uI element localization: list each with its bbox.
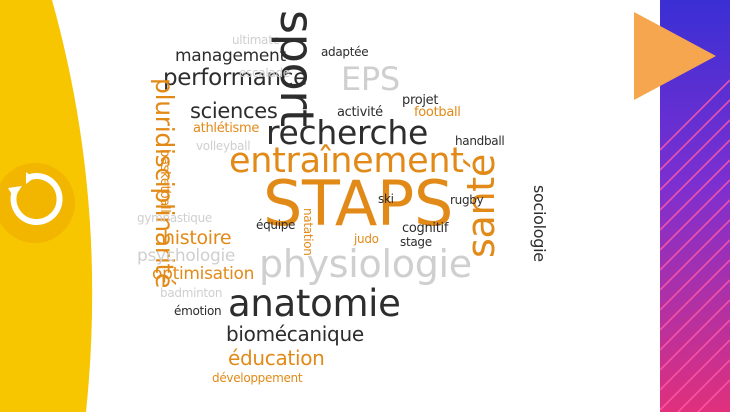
word-ski: ski	[378, 192, 394, 206]
word-basketball: basketball	[157, 149, 172, 213]
right-gradient-band	[660, 0, 730, 412]
word-projet: projet	[402, 93, 439, 108]
word-stage: stage	[400, 235, 432, 249]
word-entrainement: entraînement	[229, 141, 464, 181]
word-adaptee: adaptée	[321, 45, 369, 59]
play-icon	[634, 12, 716, 100]
word-ultimate: ultimate	[232, 33, 280, 47]
word-gymnastique: gymnastique	[137, 211, 212, 225]
word-activite: activité	[337, 105, 383, 120]
word-emotion: émotion	[174, 304, 222, 318]
word-education: éducation	[228, 346, 325, 370]
word-sociologie: sociologie	[530, 185, 549, 262]
word-psychologie: psychologie	[137, 246, 236, 266]
word-eps: EPS	[341, 60, 400, 98]
word-anatomie: anatomie	[228, 282, 401, 325]
word-performance: performance	[163, 65, 307, 91]
word-sciences: sciences	[190, 99, 278, 123]
play-button[interactable]	[628, 10, 720, 102]
word-developpement: développement	[212, 371, 303, 385]
word-biomecanique: biomécanique	[226, 322, 364, 346]
word-escalade: escalade	[239, 66, 290, 80]
word-management: management	[175, 46, 286, 66]
word-football: football	[414, 105, 461, 120]
word-rugby: rugby	[450, 193, 484, 207]
word-cognitif: cognitif	[402, 221, 449, 236]
refresh-icon	[0, 163, 75, 243]
word-physiologie: physiologie	[259, 242, 472, 286]
word-histoire: histoire	[163, 227, 232, 249]
word-equipe: équipe	[256, 218, 296, 232]
word-staps: STAPS	[263, 167, 454, 240]
word-handball: handball	[455, 134, 505, 148]
word-recherche: recherche	[266, 113, 429, 152]
word-judo: judo	[354, 232, 379, 246]
refresh-button[interactable]	[0, 158, 90, 248]
word-optimisation: optimisation	[152, 264, 255, 284]
word-volleyball: volleyball	[196, 139, 251, 153]
word-athletisme: athlétisme	[193, 121, 260, 136]
word-badminton: badminton	[160, 286, 223, 300]
